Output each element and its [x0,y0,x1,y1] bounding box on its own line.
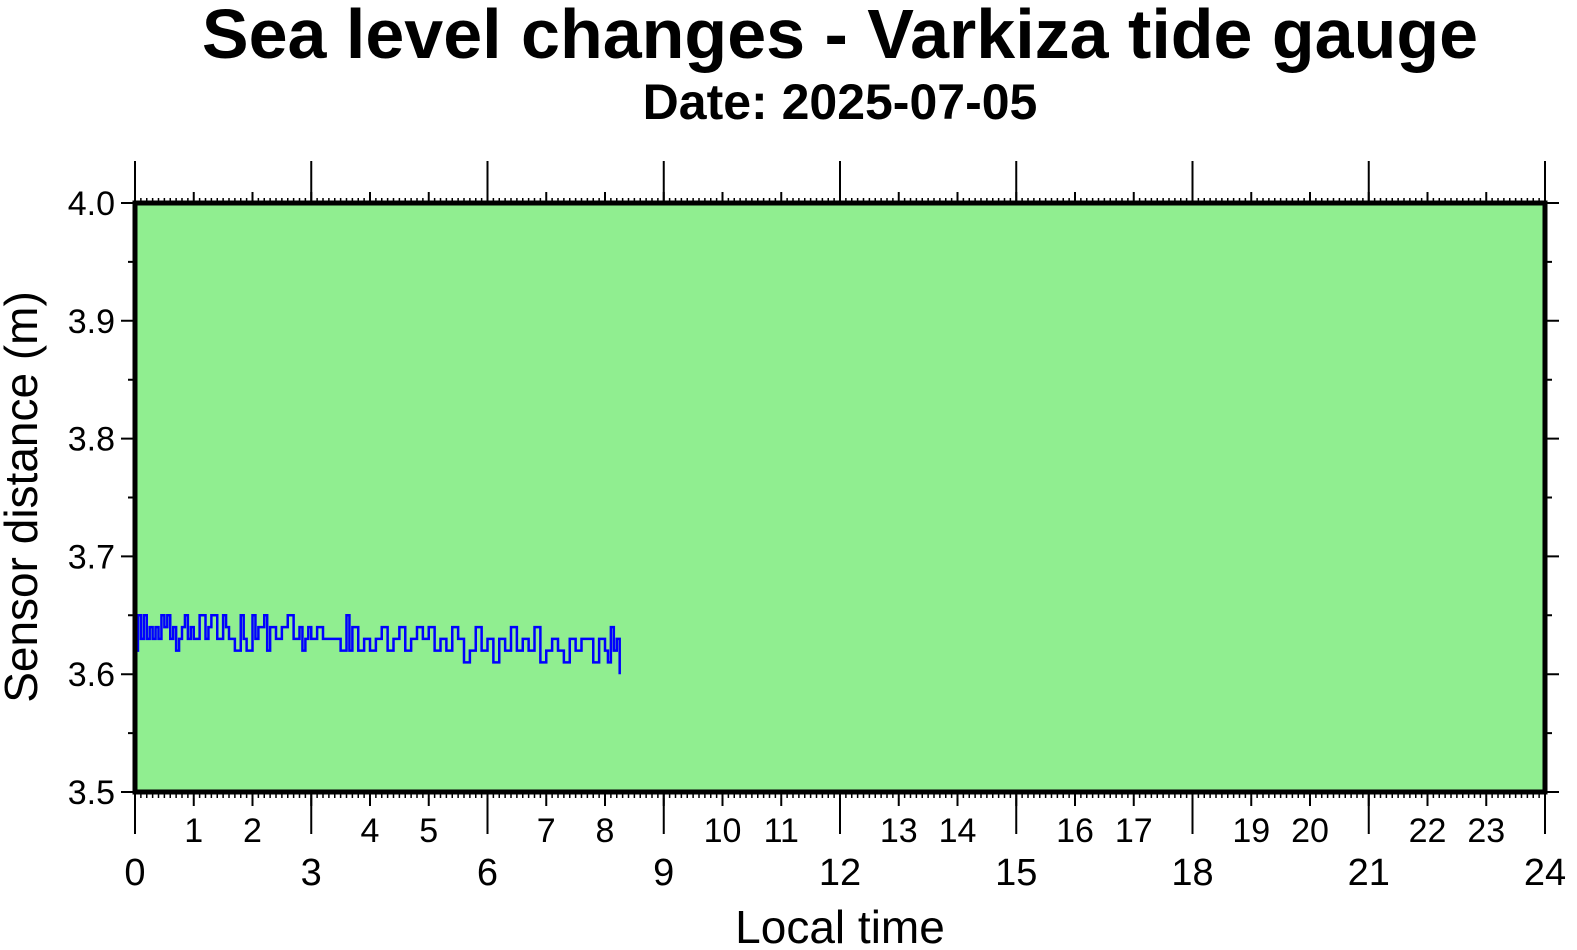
plot-frame [132,200,1548,795]
y-tick-label: 3.9 [68,303,115,341]
x-minor-tick-label: 1 [184,812,203,850]
x-minor-tick-label: 2 [243,812,262,850]
x-minor-tick-label: 17 [1115,812,1153,850]
y-ticks [121,202,1559,793]
x-minor-tick-label: 23 [1467,812,1505,850]
x-minor-tick-label: 14 [939,812,977,850]
x-major-tick-label: 6 [477,852,498,894]
plot-area [135,203,1545,792]
x-minor-tick-label: 11 [764,812,799,850]
x-minor-tick-label: 22 [1409,812,1447,850]
chart-title: Sea level changes - Varkiza tide gauge [202,0,1478,73]
y-axis-label: Sensor distance (m) [0,291,47,703]
x-minor-tick-label: 5 [419,812,438,850]
x-major-tick-label: 18 [1171,852,1213,894]
x-major-tick-label: 12 [819,852,861,894]
y-tick-label: 3.8 [68,421,115,459]
y-tick-label: 3.5 [68,774,115,812]
x-minor-tick-label: 7 [537,812,556,850]
x-minor-tick-label: 4 [361,812,380,850]
x-major-tick-label: 21 [1348,852,1390,894]
x-major-tick-label: 9 [653,852,674,894]
x-minor-tick-label: 8 [596,812,615,850]
series-group [135,614,621,675]
x-major-tick-label: 24 [1524,852,1566,894]
y-tick-label: 3.7 [68,538,115,576]
x-minor-tick-label: 19 [1232,812,1270,850]
x-axis-label: Local time [735,901,945,950]
x-major-tick-label: 15 [995,852,1037,894]
major-ticks [134,161,1546,834]
y-tick-label: 4.0 [68,185,115,223]
x-major-tick-label: 3 [301,852,322,894]
y-tick-label: 3.6 [68,656,115,694]
x-minor-tick-label: 10 [704,812,742,850]
chart-subtitle: Date: 2025-07-05 [643,74,1038,130]
x-minor-tick-label: 20 [1291,812,1329,850]
x-minor-tick-label: 16 [1056,812,1094,850]
x-major-tick-label: 0 [124,852,145,894]
tick-labels: 1 2 4 5 7 8 10 11 13 14 16 17 19 20 22 230 3 6 9 12 15 18 21 24… [68,185,1566,894]
x-minor-tick-label: 13 [880,812,918,850]
sea-level-series-line [135,614,621,675]
